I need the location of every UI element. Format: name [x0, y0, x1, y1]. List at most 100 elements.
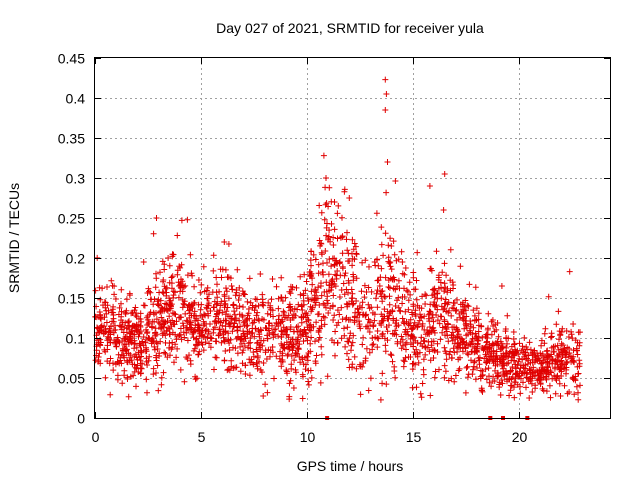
scatter-point [123, 296, 130, 303]
scatter-point [414, 353, 421, 360]
scatter-point [507, 382, 514, 389]
scatter-point [559, 325, 566, 332]
scatter-point [363, 345, 370, 352]
scatter-point [467, 323, 474, 330]
scatter-point [382, 107, 389, 113]
scatter-point [283, 368, 290, 375]
scatter-point [472, 376, 479, 383]
scatter-point [302, 329, 309, 336]
scatter-point [427, 392, 434, 399]
y-tick-label: 0.4 [66, 91, 86, 107]
scatter-point [324, 297, 330, 304]
scatter-point [104, 284, 110, 290]
scatter-point [315, 284, 322, 291]
scatter-point [190, 300, 197, 307]
scatter-point [115, 338, 122, 345]
scatter-point [356, 323, 363, 330]
scatter-point [459, 301, 466, 308]
scatter-point [394, 340, 401, 347]
scatter-point [462, 297, 469, 304]
scatter-point [204, 295, 211, 302]
scatter-point [227, 275, 234, 282]
scatter-point [160, 369, 167, 376]
scatter-point [473, 345, 480, 352]
scatter-point [301, 271, 308, 278]
scatter-point [504, 312, 511, 319]
scatter-point [425, 329, 432, 336]
scatter-point [436, 320, 443, 327]
scatter-point [344, 303, 351, 310]
scatter-point [463, 364, 470, 371]
scatter-point [452, 307, 459, 314]
scatter-point [323, 279, 330, 286]
scatter-point [407, 316, 414, 323]
scatter-point [306, 322, 313, 329]
scatter-point [512, 375, 519, 382]
scatter-point [178, 217, 185, 224]
scatter-point [532, 368, 539, 375]
scatter-point [519, 343, 526, 350]
scatter-point [482, 366, 489, 373]
scatter-point [105, 307, 112, 314]
scatter-point [128, 357, 135, 364]
scatter-point [154, 340, 161, 347]
scatter-point [387, 235, 394, 242]
scatter-point [574, 351, 581, 358]
scatter-point [279, 298, 286, 304]
scatter-point [430, 286, 437, 293]
scatter-point [334, 235, 341, 242]
scatter-point [172, 311, 179, 318]
scatter-point [509, 354, 516, 361]
scatter-point [307, 340, 314, 347]
scatter-point [359, 299, 366, 306]
scatter-point [298, 319, 305, 326]
scatter-point [202, 339, 209, 346]
scatter-point [112, 326, 119, 333]
scatter-point [429, 311, 436, 318]
scatter-point [267, 304, 273, 311]
scatter-point [440, 207, 447, 213]
scatter-point [216, 288, 223, 295]
scatter-point [407, 291, 414, 298]
scatter-point [144, 313, 151, 319]
scatter-point [206, 340, 213, 347]
scatter-point [465, 351, 472, 358]
scatter-point [566, 268, 573, 275]
scatter-point [463, 313, 470, 320]
scatter-point [398, 345, 405, 352]
scatter-point [356, 303, 363, 309]
scatter-point [426, 308, 433, 315]
scatter-point [349, 339, 356, 346]
scatter-point [382, 230, 389, 237]
scatter-point [350, 277, 357, 284]
scatter-point [330, 292, 337, 299]
scatter-point [481, 345, 488, 352]
scatter-point [374, 344, 381, 351]
scatter-point [230, 301, 237, 308]
scatter-point [344, 350, 350, 357]
scatter-point [225, 366, 232, 373]
scatter-point [349, 250, 355, 257]
scatter-point [424, 344, 431, 351]
scatter-point [150, 365, 157, 372]
scatter-point [569, 335, 576, 342]
scatter-point [176, 314, 182, 321]
scatter-point [145, 285, 152, 292]
scatter-point [341, 325, 347, 332]
scatter-point [219, 266, 226, 273]
scatter-point [485, 310, 492, 317]
scatter-point [246, 372, 253, 379]
scatter-point [517, 383, 523, 390]
scatter-point [523, 344, 530, 350]
scatter-point [554, 361, 561, 368]
scatter-point [410, 274, 417, 281]
scatter-point [157, 269, 163, 276]
scatter-point [496, 384, 503, 391]
scatter-point [125, 393, 132, 400]
scatter-point [385, 315, 392, 322]
scatter-point [291, 357, 298, 364]
scatter-point [266, 325, 273, 332]
scatter-point [346, 364, 353, 371]
scatter-point [202, 327, 209, 334]
scatter-point [137, 342, 144, 349]
